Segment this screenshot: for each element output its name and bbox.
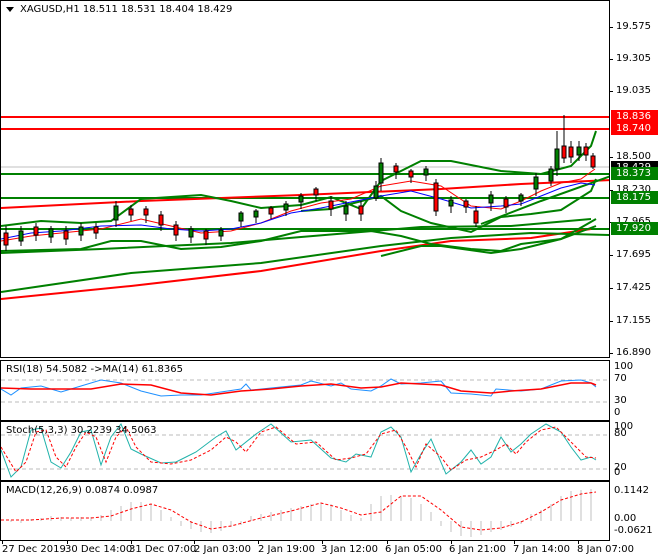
macd-title: MACD(12,26,9) 0.0874 0.0987 xyxy=(6,485,159,496)
time-label: 6 Jan 21:00 xyxy=(449,544,506,555)
rsi-pane[interactable]: RSI(18) 54.5082 ->MA(14) 61.8365 xyxy=(0,360,610,421)
macd-signal-line xyxy=(1,491,597,531)
ma-slow-line xyxy=(1,182,596,240)
macd-plot xyxy=(1,489,597,537)
candlesticks xyxy=(3,115,596,251)
price-tick: 17.695 xyxy=(609,249,651,260)
price-tag-resistance: 18.836 xyxy=(611,110,658,123)
price-tick: 17.425 xyxy=(609,282,651,293)
time-label: 3 Jan 12:00 xyxy=(321,544,378,555)
time-label: 27 Dec 2019 xyxy=(2,544,66,555)
green-trendline-lower xyxy=(1,231,609,293)
time-label: 2 Jan 03:00 xyxy=(194,544,251,555)
price-tag-resistance: 18.740 xyxy=(611,122,658,135)
price-tag-support: 17.920 xyxy=(611,222,658,235)
bollinger-inner-band xyxy=(300,178,597,234)
time-label: 31 Dec 07:00 xyxy=(129,544,197,555)
stoch-k-line xyxy=(1,422,597,478)
price-tick: 18.500 xyxy=(609,151,651,162)
time-label: 30 Dec 14:00 xyxy=(65,544,133,555)
time-axis: 27 Dec 2019 30 Dec 14:00 31 Dec 07:00 2 … xyxy=(0,540,634,560)
price-chart-pane[interactable]: XAGUSD,H1 18.511 18.531 18.404 18.429 xyxy=(0,0,610,358)
stoch-title: Stoch(5,3,3) 30.2239 34.5063 xyxy=(6,425,157,436)
stoch-scale: 100 80 20 0 xyxy=(614,421,634,478)
price-tick: 19.035 xyxy=(609,85,651,96)
rsi-line xyxy=(1,378,597,397)
time-label: 2 Jan 19:00 xyxy=(258,544,315,555)
time-label: 6 Jan 05:00 xyxy=(385,544,442,555)
ma-fast-line xyxy=(1,168,596,242)
price-tick: 18.230 xyxy=(609,184,651,195)
bollinger-lower-band xyxy=(1,218,597,253)
red-trendline-lower xyxy=(1,228,592,300)
macd-scale: 0.1142 0.00 -0.0621 xyxy=(614,485,653,536)
rsi-ma-line xyxy=(1,382,597,396)
bollinger-lower-outer xyxy=(380,225,597,257)
rsi-plot xyxy=(1,378,609,403)
chart-title: XAGUSD,H1 18.511 18.531 18.404 18.429 xyxy=(20,4,233,15)
time-label: 7 Jan 14:00 xyxy=(513,544,570,555)
chart-header: XAGUSD,H1 18.511 18.531 18.404 18.429 xyxy=(6,4,232,15)
price-tag-support: 18.175 xyxy=(611,191,658,204)
price-tick: 19.575 xyxy=(609,21,651,32)
stochastic-pane[interactable]: Stoch(5,3,3) 30.2239 34.5063 xyxy=(0,421,610,481)
rsi-title: RSI(18) 54.5082 ->MA(14) 61.8365 xyxy=(6,364,183,375)
dropdown-arrow-icon[interactable] xyxy=(6,6,14,12)
macd-pane[interactable]: MACD(12,26,9) 0.0874 0.0987 xyxy=(0,481,610,541)
price-plot xyxy=(1,115,609,300)
price-scale: 19.575 19.305 19.035 18.500 18.230 17.96… xyxy=(609,0,660,358)
time-label: 8 Jan 07:00 xyxy=(577,544,634,555)
rsi-scale: 100 70 30 0 xyxy=(614,361,634,418)
green-trendline-mid xyxy=(1,218,592,254)
price-tick: 17.155 xyxy=(609,315,651,326)
price-tick: 16.890 xyxy=(609,347,651,358)
price-tag-support: 18.373 xyxy=(611,167,658,180)
price-tick: 19.305 xyxy=(609,53,651,64)
stoch-plot xyxy=(1,422,609,478)
macd-histogram xyxy=(10,489,592,537)
